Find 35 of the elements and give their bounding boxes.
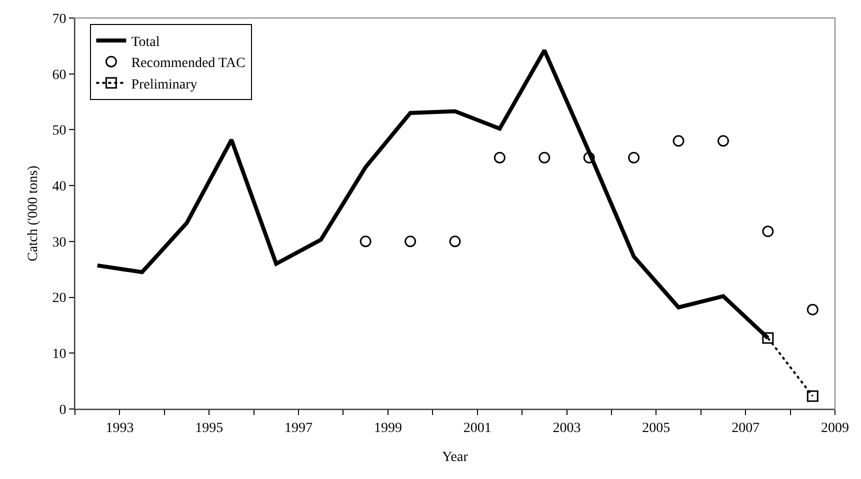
point: [672, 135, 684, 147]
x-tick-label: 1993: [106, 420, 134, 436]
legend-label: Preliminary: [131, 77, 198, 92]
x-tick-label: 1995: [195, 420, 224, 436]
y-tick-label: 0: [59, 402, 66, 418]
point: [717, 135, 729, 147]
y-tick-label: 70: [52, 12, 66, 27]
y-tick-label: 20: [52, 291, 66, 306]
y-axis-title: Catch ('000 tons): [26, 165, 41, 262]
y-tick-label: 10: [52, 347, 66, 362]
point: [762, 226, 774, 238]
y-tick-label: 50: [52, 124, 66, 139]
x-tick-label: 2003: [552, 420, 581, 436]
y-tick-label: 40: [52, 179, 66, 194]
point: [806, 304, 818, 316]
x-axis-title: Year: [442, 450, 468, 465]
legend-label: Recommended TAC: [131, 56, 246, 72]
point: [404, 236, 416, 248]
x-tick-label: 2001: [463, 420, 492, 436]
y-tick-label: 30: [52, 235, 66, 250]
point: [538, 152, 550, 164]
x-tick-label: 1997: [284, 420, 313, 436]
y-tick-label: 60: [52, 68, 66, 83]
point: [360, 236, 372, 248]
point: [806, 390, 818, 402]
point: [628, 152, 640, 164]
x-tick-label: 1999: [374, 420, 402, 436]
x-tick-label: 2007: [732, 420, 760, 436]
point: [583, 152, 595, 164]
point: [494, 152, 506, 164]
point: [449, 236, 461, 248]
x-tick-label: 2005: [642, 420, 670, 436]
point: [762, 332, 774, 344]
x-tick-label: 2009: [821, 420, 849, 436]
legend-label: Total: [131, 34, 160, 50]
